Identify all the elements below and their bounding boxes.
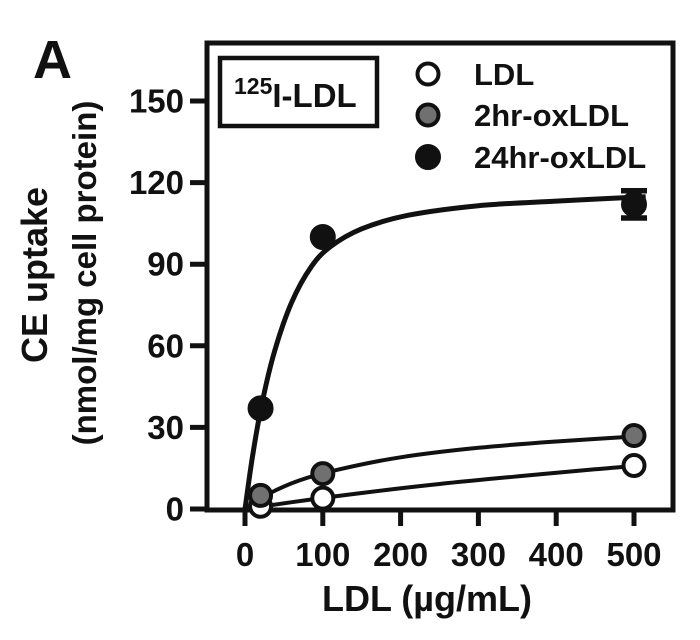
series-layer [242, 188, 647, 519]
y-tick-label: 60 [147, 327, 184, 364]
y-axis-title-line1: CE uptake [14, 187, 55, 363]
data-point-24hr-oxldl [247, 395, 274, 422]
x-axis-title: LDL (µg/mL) [322, 578, 532, 619]
x-tick-label: 100 [295, 536, 350, 573]
data-point-24hr-oxldl [621, 191, 647, 218]
y-tick-label: 150 [129, 83, 184, 120]
x-tick-label: 200 [373, 536, 428, 573]
data-point-ldl [310, 485, 336, 511]
legend-label-24hr-oxldl: 24hr-oxLDL [474, 140, 646, 175]
legend-label-ldl: LDL [474, 57, 534, 92]
plot-frame [204, 40, 676, 513]
y-axis-ticks: 0 30 60 90 120 150 [129, 83, 207, 528]
panel-label: A [33, 30, 72, 90]
x-tick-label: 500 [606, 536, 661, 573]
y-tick-label: 0 [166, 491, 184, 528]
fit-curve-ldl [244, 463, 646, 511]
open-circle-icon [415, 61, 441, 87]
y-tick-label: 30 [147, 409, 184, 446]
filled-circle-icon [415, 144, 441, 170]
x-tick-label: 400 [529, 536, 584, 573]
fit-curve-2hr-oxldl [243, 433, 646, 511]
data-point-2hr-oxldl [310, 461, 336, 487]
data-point-ldl [621, 452, 647, 478]
data-point-2hr-oxldl [621, 423, 647, 449]
tracer-label: 125I-LDL [234, 73, 357, 114]
x-axis-ticks: 0 100 200 300 400 500 [236, 510, 662, 573]
data-point-2hr-oxldl [248, 482, 274, 508]
x-tick-label: 0 [236, 536, 254, 573]
inset-label-box: 125I-LDL [217, 55, 380, 129]
y-tick-label: 90 [147, 246, 184, 283]
data-point-24hr-oxldl [309, 224, 336, 250]
fit-curve-24hr-oxldl [242, 194, 646, 510]
gray-circle-icon [415, 102, 441, 128]
legend-item-2hr-oxldl: 2hr-oxLDL [415, 98, 629, 133]
x-tick-label: 300 [451, 536, 506, 573]
legend-item-ldl: LDL [415, 57, 534, 92]
isotope-superscript: 125 [234, 73, 273, 99]
y-axis-title-line2: (nmol/mg cell protein) [66, 101, 103, 446]
legend-item-24hr-oxldl: 24hr-oxLDL [415, 140, 646, 175]
inset-box-border [217, 55, 380, 129]
y-tick-label: 120 [129, 164, 184, 201]
legend-label-2hr-oxldl: 2hr-oxLDL [474, 98, 629, 133]
legend: LDL 2hr-oxLDL 24hr-oxLDL [415, 57, 646, 175]
tracer-label-text: I-LDL [272, 77, 356, 114]
